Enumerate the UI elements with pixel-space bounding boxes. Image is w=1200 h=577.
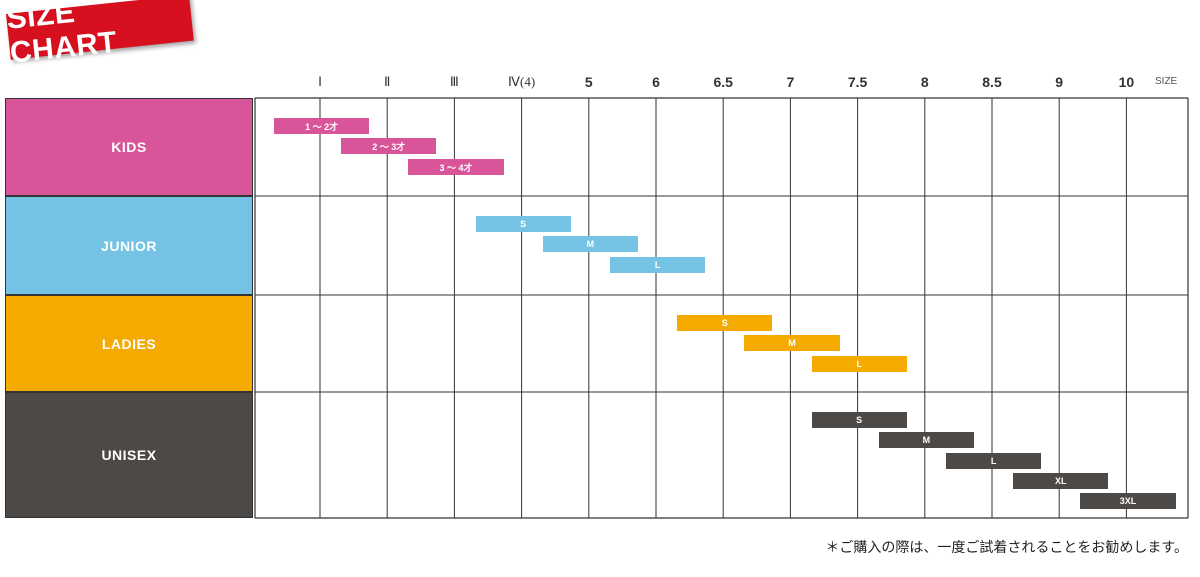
size-bar-kids: 3 ～ 4才 (408, 159, 504, 175)
size-bar-junior: L (610, 257, 706, 273)
footnote: ＊ご購入の際は、一度ご試着されることをお勧めします。 (825, 540, 1188, 556)
size-bar-unisex: 3XL (1080, 493, 1176, 509)
size-bar-unisex: S (811, 412, 907, 428)
column-label: 7 (786, 74, 795, 90)
category-ladies: LADIES (5, 295, 253, 392)
size-bar-ladies: S (677, 315, 773, 331)
size-bar-ladies: M (744, 335, 840, 351)
column-label: 9 (1055, 74, 1064, 90)
size-bar-kids: 2 ～ 3才 (341, 138, 437, 154)
column-label: 8 (920, 74, 929, 90)
column-label: Ⅱ (383, 74, 391, 89)
size-bar-unisex: L (946, 453, 1042, 469)
size-bar-junior: M (542, 236, 638, 252)
column-label: 6 (652, 74, 660, 90)
column-label: Ⅳ(4) (508, 74, 536, 89)
size-bar-junior: S (475, 216, 571, 232)
size-bar-unisex: XL (1013, 473, 1109, 489)
column-label: Ⅰ (318, 74, 322, 89)
column-label: Ⅲ (449, 74, 459, 89)
column-label: 5 (584, 74, 593, 90)
category-unisex: UNISEX (5, 392, 253, 518)
column-label: 10 (1118, 74, 1135, 90)
size-bar-ladies: L (811, 356, 907, 372)
category-junior: JUNIOR (5, 196, 253, 295)
size-unit-label: SIZE (1155, 76, 1178, 87)
size-bar-kids: 1 ～ 2才 (274, 118, 370, 134)
column-label: 6.5 (713, 74, 733, 90)
size-bar-unisex: M (878, 432, 974, 448)
column-label: 8.5 (982, 74, 1002, 90)
category-kids: KIDS (5, 98, 253, 196)
column-label: 7.5 (847, 74, 868, 90)
